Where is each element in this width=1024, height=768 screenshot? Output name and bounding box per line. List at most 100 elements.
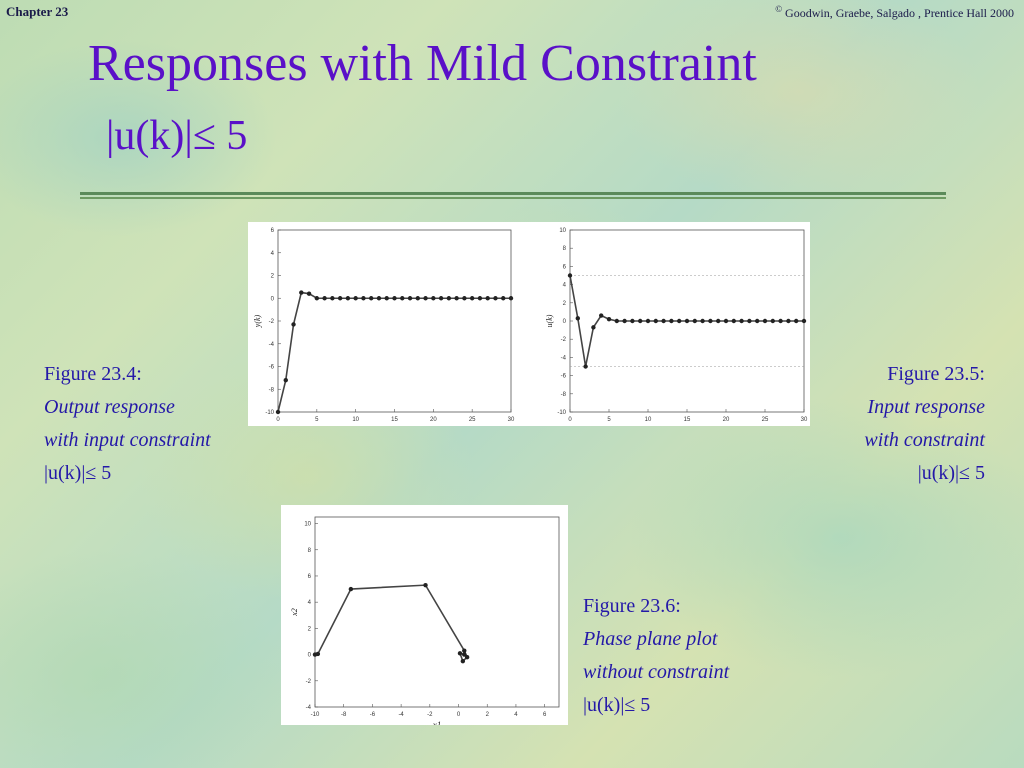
data-point — [353, 296, 358, 301]
x-tick-label: 4 — [514, 712, 518, 718]
data-point — [508, 296, 514, 301]
x-tick-label: -2 — [427, 712, 433, 718]
data-point — [384, 296, 389, 301]
y-tick-label: 6 — [308, 574, 312, 580]
x-tick-label: -6 — [370, 712, 376, 718]
data-point — [677, 318, 682, 324]
caption-line: Input response — [867, 396, 985, 418]
y-tick-label: -4 — [561, 355, 567, 361]
y-tick-label: 4 — [563, 283, 567, 289]
caption-constraint: |u(k)|≤ 5 — [44, 462, 112, 484]
copyright-symbol: © — [775, 4, 783, 14]
data-point — [778, 318, 783, 324]
data-point — [747, 318, 752, 324]
figure-23-4-panel: 0 5 10 15 20 25 30 -10 -8 -6 -4 -2 0 2 4 6 y(k) — [248, 222, 528, 426]
output-response-chart: 0 5 10 15 20 25 30 -10 -8 -6 -4 -2 0 2 4 6 y(k) — [253, 228, 515, 423]
y-tick-label: 2 — [271, 274, 275, 280]
data-point — [653, 318, 658, 324]
data-point — [400, 296, 405, 301]
y-tick-label: 4 — [308, 600, 312, 606]
caption-line: without constraint — [583, 661, 730, 683]
data-point — [661, 318, 666, 324]
data-point — [630, 318, 635, 324]
copyright-text: Goodwin, Graebe, Salgado , Prentice Hall… — [782, 6, 1014, 20]
y-tick-label: 10 — [304, 522, 311, 528]
y-tick-label: -4 — [306, 705, 312, 711]
data-point — [407, 296, 413, 301]
y-tick-label: -6 — [561, 374, 567, 380]
data-point — [731, 318, 736, 324]
data-point — [314, 296, 320, 301]
data-point — [462, 296, 467, 301]
x-tick-label: 15 — [391, 417, 398, 423]
x-tick-label: 20 — [723, 417, 730, 423]
caption-figure-23-6: Figure 23.6: Phase plane plot without co… — [583, 590, 729, 722]
caption-line: with constraint — [864, 429, 985, 451]
data-point — [315, 651, 321, 657]
caption-figure-23-5: Figure 23.5: Input response with constra… — [864, 358, 985, 490]
series-line — [277, 291, 511, 413]
title-divider-secondary — [80, 197, 946, 199]
data-point — [614, 318, 619, 324]
y-tick-label: -4 — [269, 342, 275, 348]
data-point — [457, 651, 463, 656]
caption-figure-23-4: Figure 23.4: Output response with input … — [44, 358, 211, 490]
data-point — [794, 318, 799, 324]
x-tick-label: 30 — [801, 417, 808, 423]
phase-plane-chart: -10 -8 -6 -4 -2 0 2 4 6 -4 -2 0 2 4 6 8 10 x2 x1 — [290, 516, 560, 725]
input-response-chart: 0 5 10 15 20 25 30 -10 -8 -6 -4 -2 0 2 4 6 8 10 u(k) — [545, 228, 808, 423]
data-point — [755, 318, 760, 324]
y-tick-label: -8 — [269, 387, 275, 393]
data-point — [462, 652, 467, 657]
caption-constraint: |u(k)|≤ 5 — [583, 694, 651, 716]
data-point — [645, 318, 651, 324]
x-tick-label: 5 — [607, 417, 611, 423]
data-point — [770, 318, 775, 324]
y-tick-label: 0 — [271, 296, 275, 302]
data-point — [415, 296, 420, 301]
caption-label: Figure 23.6: — [583, 595, 681, 617]
data-point — [299, 290, 304, 295]
series-line — [314, 584, 469, 663]
data-point — [684, 318, 690, 324]
figure-23-6-panel: -10 -8 -6 -4 -2 0 2 4 6 -4 -2 0 2 4 6 8 10 x2 x1 — [281, 505, 568, 725]
y-tick-label: 8 — [308, 548, 312, 554]
data-point — [337, 296, 343, 301]
data-point — [700, 318, 705, 324]
x-tick-label: 25 — [469, 417, 476, 423]
chapter-label: Chapter 23 — [6, 4, 69, 19]
copyright-notice: © Goodwin, Graebe, Salgado , Prentice Ha… — [775, 4, 1014, 21]
plot-frame — [314, 516, 560, 708]
data-point — [369, 296, 374, 301]
y-tick-label: -2 — [269, 319, 275, 325]
title-divider — [80, 192, 946, 195]
data-point — [692, 318, 697, 324]
data-point — [330, 296, 335, 301]
data-point — [669, 318, 674, 324]
data-point — [493, 296, 498, 301]
data-point — [283, 377, 288, 383]
y-tick-label: -6 — [269, 365, 275, 371]
y-axis-label: x2 — [290, 608, 299, 617]
x-tick-label: 20 — [430, 417, 437, 423]
caption-line: Output response — [44, 396, 175, 418]
data-point — [485, 296, 490, 301]
data-point — [431, 296, 436, 301]
y-tick-label: 0 — [563, 319, 567, 325]
data-point — [575, 316, 580, 321]
data-point — [361, 296, 366, 301]
data-point — [762, 318, 768, 324]
slide-title: Responses with Mild Constraint — [88, 35, 757, 92]
x-tick-label: -8 — [341, 712, 347, 718]
x-tick-label: 5 — [315, 417, 319, 423]
data-point — [348, 586, 354, 592]
y-tick-label: 0 — [308, 653, 312, 659]
data-point — [786, 318, 791, 324]
data-point — [567, 273, 573, 278]
slide-subtitle: |u(k)|≤ 5 — [106, 113, 248, 159]
data-point — [801, 318, 807, 324]
data-point — [469, 296, 475, 301]
data-point — [716, 318, 721, 324]
y-tick-label: 6 — [563, 264, 567, 270]
y-tick-label: 2 — [563, 301, 567, 307]
